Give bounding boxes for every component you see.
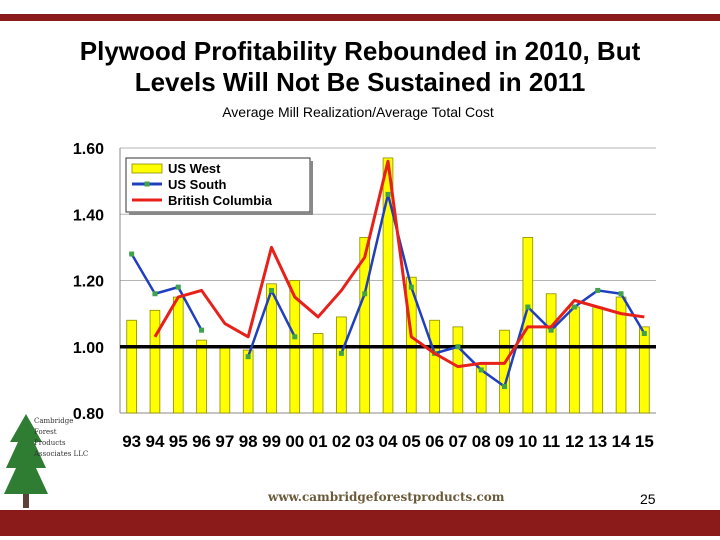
x-tick-label: 07 bbox=[448, 432, 467, 451]
x-tick-label: 10 bbox=[518, 432, 537, 451]
y-axis-ticks: 0.80 1.00 1.20 1.40 1.60 bbox=[73, 141, 104, 423]
bar bbox=[196, 339, 207, 414]
bar bbox=[312, 333, 324, 414]
us-south-point bbox=[268, 287, 274, 293]
us-south-line bbox=[130, 253, 203, 331]
us-south-point bbox=[455, 344, 461, 350]
x-tick-label: 04 bbox=[379, 432, 398, 451]
legend-swatch-bar bbox=[131, 163, 163, 174]
us-south-point bbox=[292, 334, 298, 340]
x-tick-label: 11 bbox=[542, 432, 560, 451]
x-tick-label: 03 bbox=[355, 432, 374, 451]
us-south-point bbox=[199, 327, 205, 333]
legend-shadow bbox=[310, 161, 313, 215]
x-tick-label: 08 bbox=[472, 432, 491, 451]
bottom-accent-bar bbox=[0, 510, 720, 536]
legend-label: US West bbox=[168, 161, 221, 176]
slide-title: Plywood Profitability Rebounded in 2010,… bbox=[20, 36, 700, 98]
y-tick-label: 1.60 bbox=[73, 141, 104, 158]
legend-shadow bbox=[129, 212, 313, 215]
us-south-point bbox=[362, 291, 368, 297]
us-south-point bbox=[152, 291, 158, 297]
us-south-point bbox=[478, 367, 484, 373]
tree-logo bbox=[4, 414, 48, 508]
bar bbox=[569, 306, 580, 414]
title-line-1: Plywood Profitability Rebounded in 2010,… bbox=[79, 36, 641, 66]
bar bbox=[149, 309, 161, 414]
us-south-point bbox=[385, 191, 391, 197]
y-tick-label: 1.40 bbox=[73, 207, 104, 224]
us-south-point bbox=[548, 327, 554, 333]
x-tick-label: 93 bbox=[122, 432, 141, 451]
bar bbox=[242, 349, 254, 414]
legend-swatch-marker bbox=[144, 181, 150, 187]
x-tick-label: 98 bbox=[239, 432, 258, 451]
logo-text: Cambridge Forest Products Associates LLC bbox=[34, 416, 88, 460]
x-tick-label: 95 bbox=[169, 432, 188, 451]
bar bbox=[126, 319, 137, 414]
page-number: 25 bbox=[640, 491, 656, 507]
us-south-point bbox=[595, 287, 601, 293]
us-south-point bbox=[338, 350, 344, 356]
logo-text-line: Products bbox=[34, 439, 66, 447]
x-tick-label: 00 bbox=[285, 432, 304, 451]
x-tick-label: 99 bbox=[262, 432, 281, 451]
top-accent-bar bbox=[0, 14, 720, 21]
us-south-point bbox=[618, 291, 624, 297]
line-series bbox=[129, 159, 647, 389]
bar bbox=[545, 293, 557, 414]
us-south-point bbox=[245, 354, 251, 360]
x-tick-label: 02 bbox=[332, 432, 351, 451]
logo-text-line: Cambridge bbox=[34, 417, 74, 425]
chart-subtitle: Average Mill Realization/Average Total C… bbox=[222, 104, 494, 120]
x-tick-label: 94 bbox=[145, 432, 164, 451]
us-south-point bbox=[175, 284, 181, 290]
legend-label: British Columbia bbox=[168, 193, 273, 208]
x-tick-label: 15 bbox=[635, 432, 654, 451]
x-tick-label: 06 bbox=[425, 432, 444, 451]
us-south-point bbox=[502, 384, 508, 389]
x-tick-label: 97 bbox=[215, 432, 234, 451]
x-tick-label: 14 bbox=[612, 432, 631, 451]
us-south-point bbox=[571, 304, 577, 310]
website-url[interactable]: www.cambridgeforestproducts.com bbox=[268, 490, 505, 504]
bar bbox=[639, 326, 650, 414]
bar bbox=[382, 157, 394, 414]
us-south-point bbox=[525, 304, 531, 310]
bar bbox=[336, 316, 347, 414]
bar bbox=[359, 237, 370, 414]
british-columbia-line bbox=[153, 159, 645, 369]
x-tick-label: 12 bbox=[565, 432, 584, 451]
bar bbox=[219, 346, 231, 414]
us-south-point bbox=[129, 251, 135, 257]
bar bbox=[615, 296, 627, 414]
us-south-point bbox=[408, 284, 414, 290]
x-axis-ticks: 93 94 95 96 97 98 99 00 01 02 03 04 05 06 07 08 09 10 11 12… bbox=[122, 432, 654, 451]
bar bbox=[172, 296, 184, 414]
title-line-2: Levels Will Not Be Sustained in 2011 bbox=[134, 67, 586, 97]
logo-text-line: Associates LLC bbox=[34, 450, 89, 458]
us-south-point bbox=[641, 331, 647, 336]
y-tick-label: 0.80 bbox=[73, 406, 104, 423]
x-tick-label: 05 bbox=[402, 432, 421, 451]
bar bbox=[429, 319, 440, 414]
x-tick-label: 96 bbox=[192, 432, 211, 451]
legend-label: US South bbox=[168, 177, 227, 192]
us-south-line bbox=[340, 193, 646, 388]
x-tick-label: 13 bbox=[588, 432, 607, 451]
bar bbox=[522, 237, 534, 414]
x-tick-label: 09 bbox=[495, 432, 514, 451]
x-tick-label: 01 bbox=[309, 432, 328, 451]
bar bbox=[592, 306, 604, 414]
y-tick-label: 1.20 bbox=[73, 274, 104, 291]
y-tick-label: 1.00 bbox=[73, 340, 104, 357]
logo-text-line: Forest bbox=[34, 428, 57, 436]
bar bbox=[452, 326, 464, 414]
